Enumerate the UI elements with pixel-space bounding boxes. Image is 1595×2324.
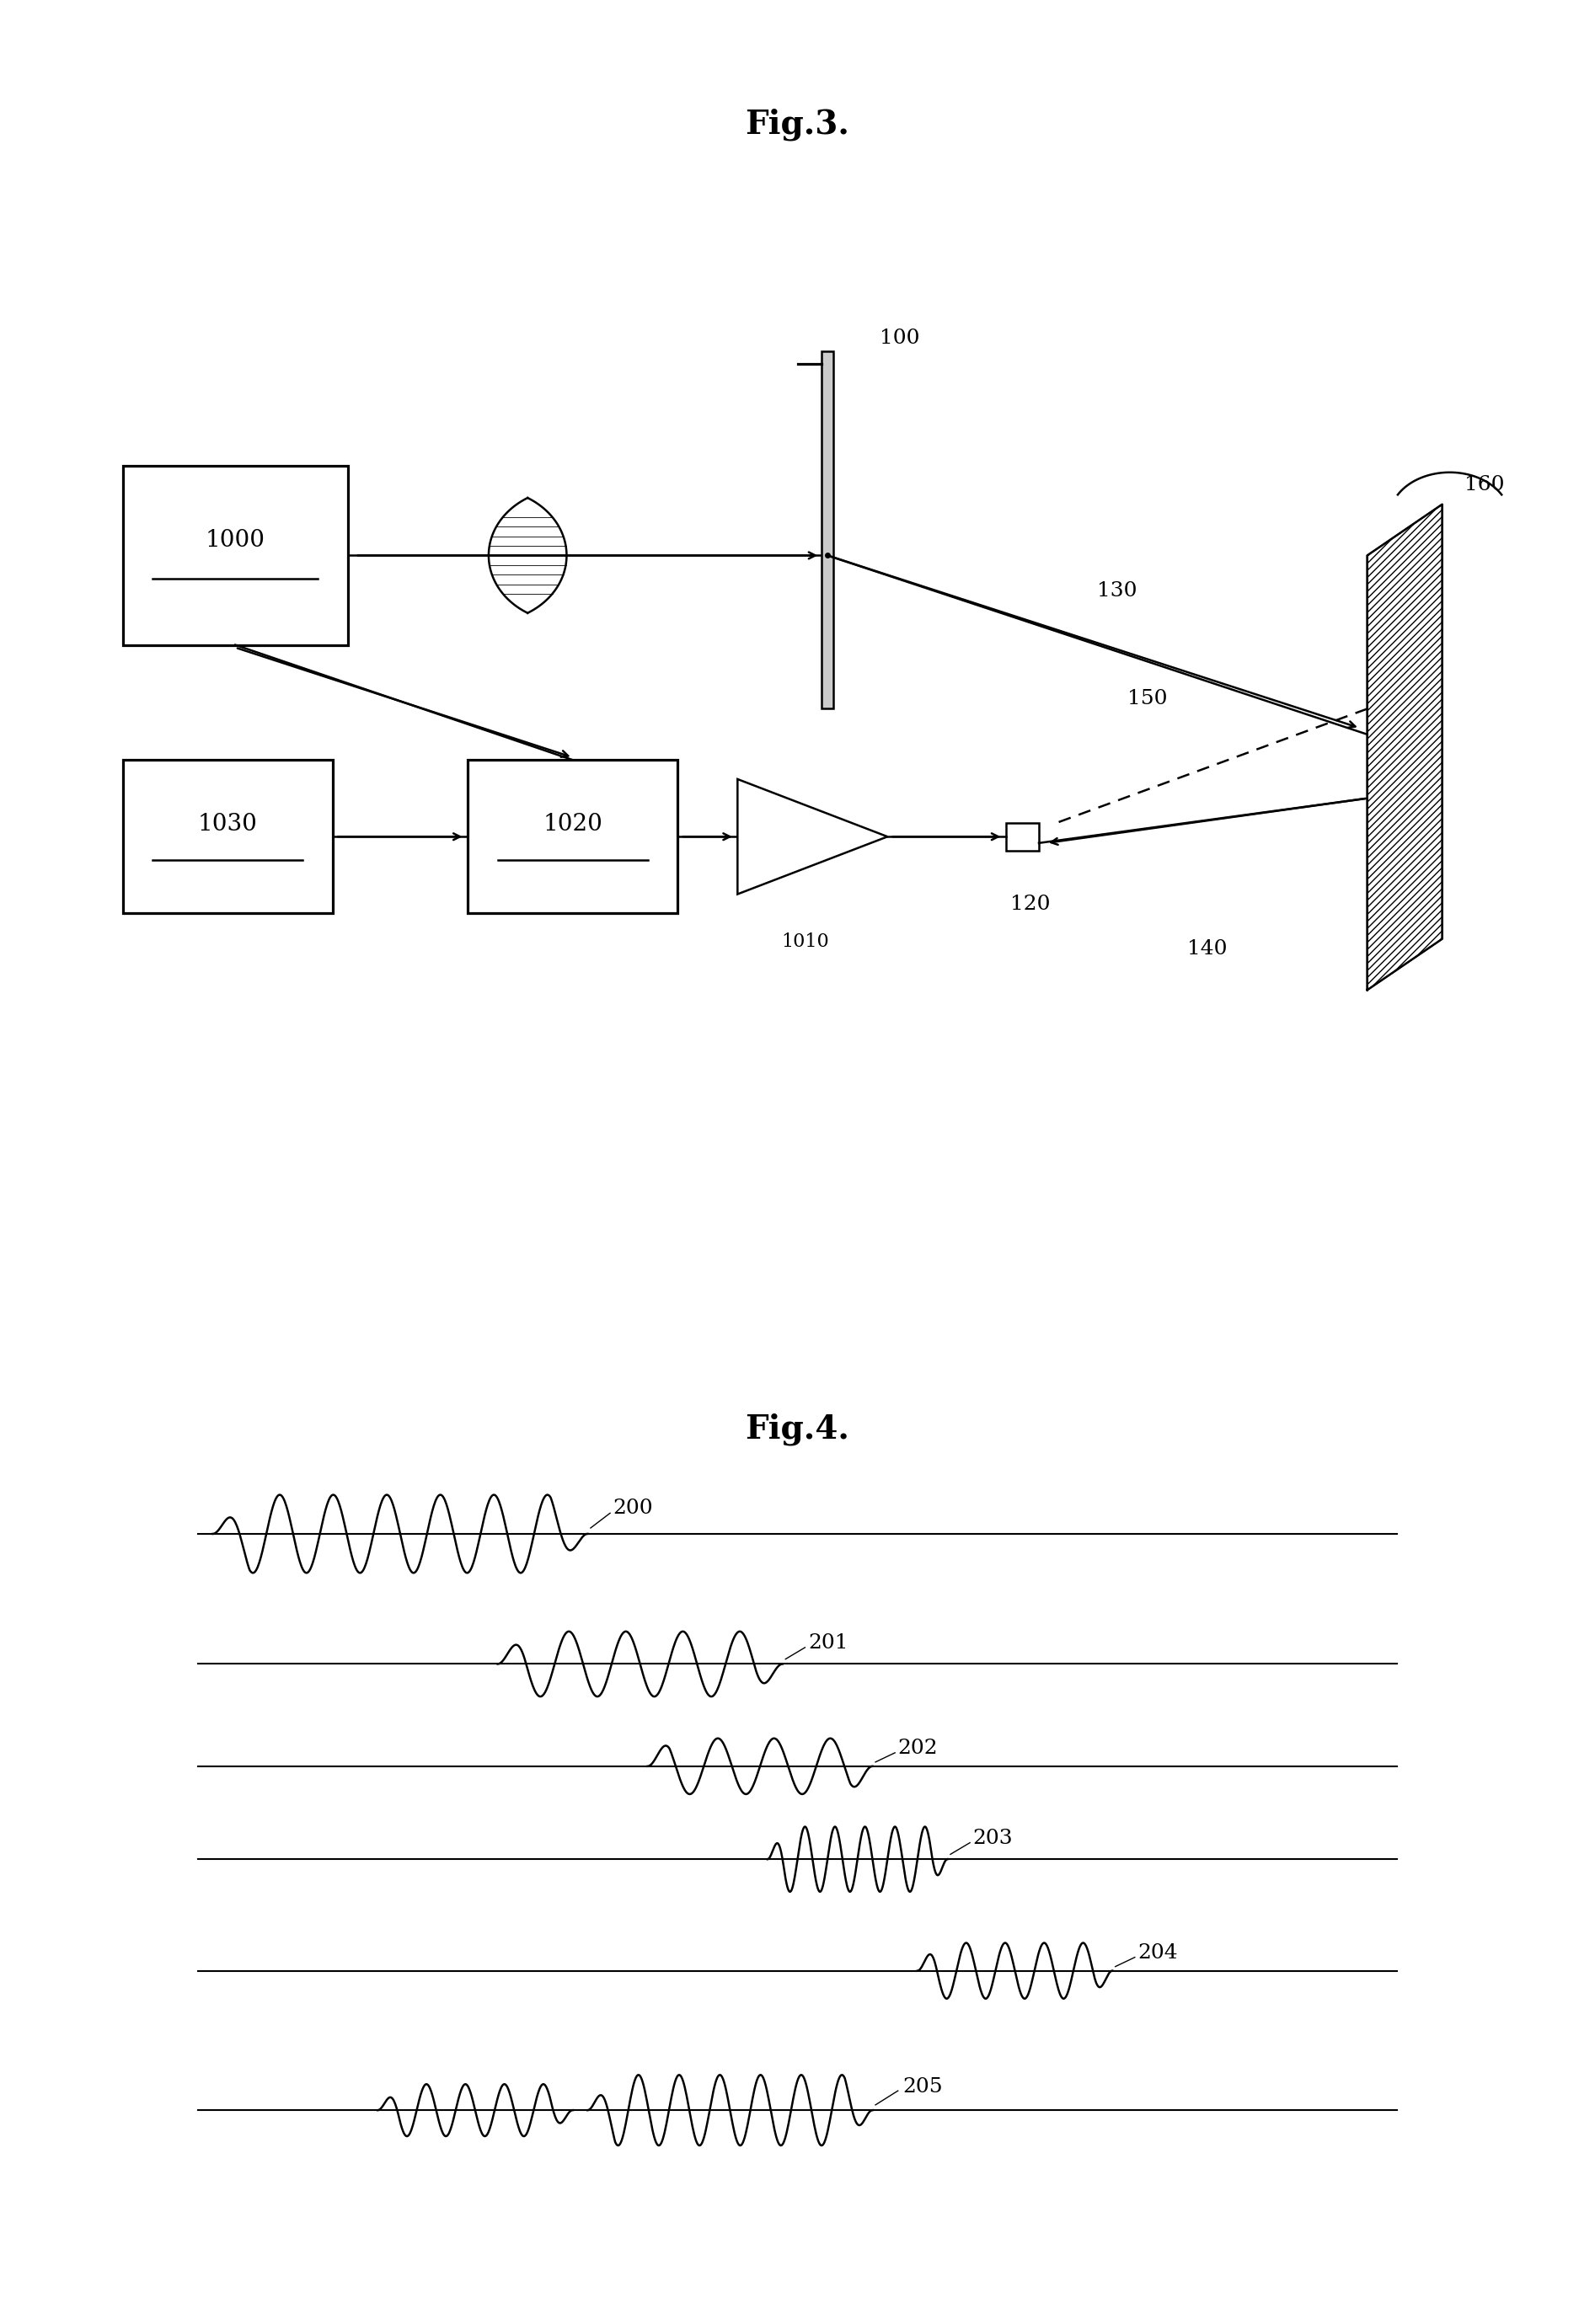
Polygon shape	[737, 779, 887, 895]
Text: 204: 204	[1137, 1943, 1179, 1961]
Text: 205: 205	[903, 2078, 943, 2096]
Text: 130: 130	[1097, 581, 1137, 600]
Text: 201: 201	[809, 1634, 849, 1652]
Bar	[123, 760, 333, 913]
Text: 1030: 1030	[198, 813, 258, 834]
Text: 202: 202	[898, 1738, 938, 1757]
Text: Fig.4.: Fig.4.	[745, 1413, 850, 1446]
Bar	[123, 465, 348, 644]
Text: 160: 160	[1464, 476, 1504, 495]
Bar	[467, 760, 678, 913]
Text: 100: 100	[880, 328, 920, 349]
Text: 203: 203	[973, 1829, 1013, 1848]
Text: 140: 140	[1187, 939, 1227, 957]
Text: 1000: 1000	[206, 530, 265, 551]
Text: Fig.3.: Fig.3.	[745, 107, 850, 139]
Text: 200: 200	[612, 1499, 654, 1518]
Text: 1020: 1020	[542, 813, 603, 834]
Text: 1010: 1010	[782, 932, 829, 951]
Text: 150: 150	[1128, 690, 1168, 709]
Bar	[1006, 823, 1038, 851]
Text: 120: 120	[1010, 895, 1050, 913]
Bar	[821, 351, 834, 709]
